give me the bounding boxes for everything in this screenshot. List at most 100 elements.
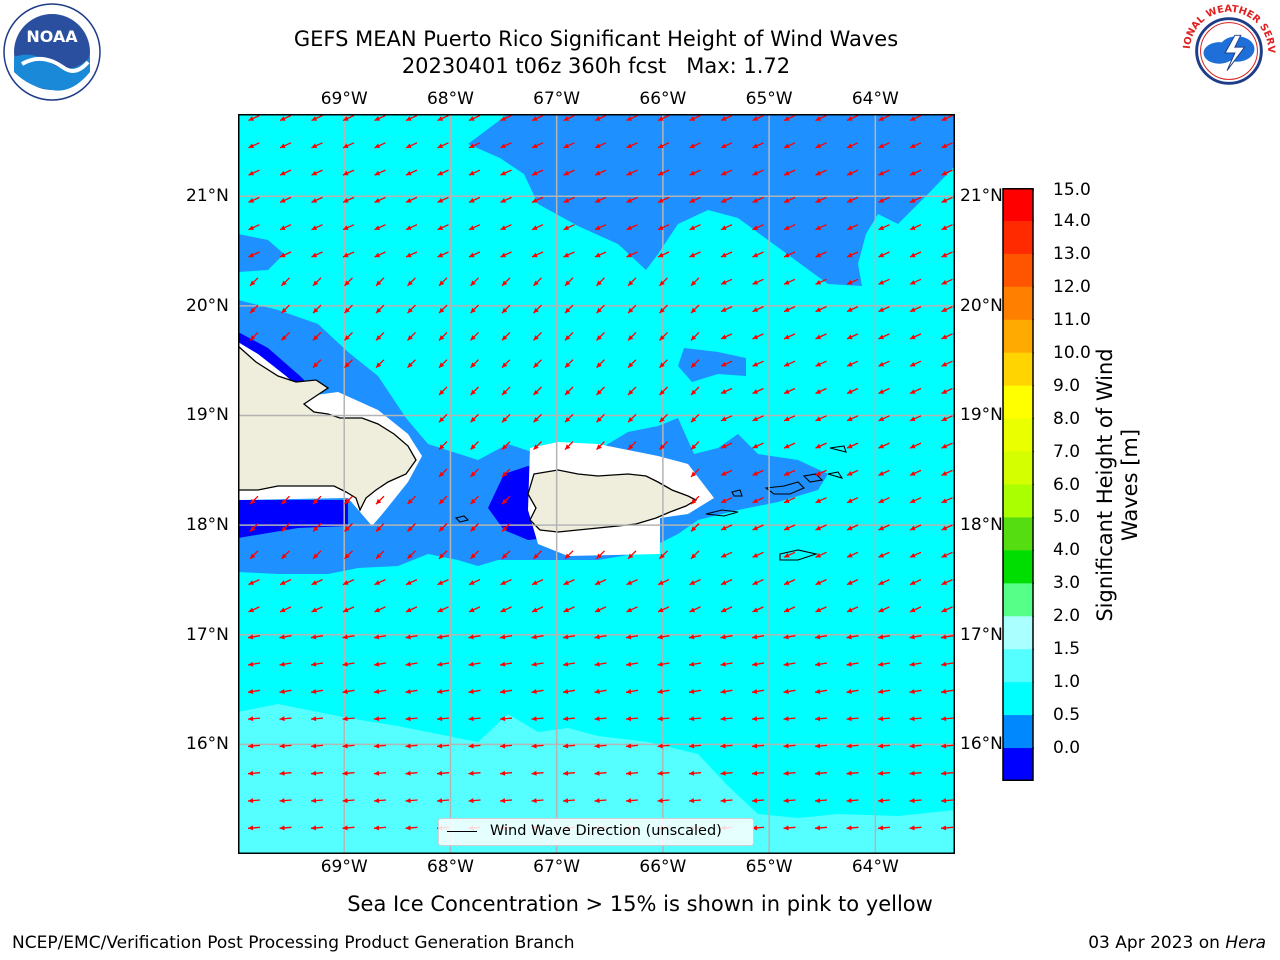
wave-direction-arrow (720, 306, 733, 313)
wave-direction-arrow (499, 634, 513, 640)
wave-direction-arrow (499, 798, 513, 804)
wave-direction-arrow (468, 689, 481, 694)
wave-direction-arrow (783, 224, 796, 231)
wave-direction-arrow (501, 359, 511, 369)
wave-direction-arrow (657, 743, 670, 749)
wave-direction-arrow (310, 798, 324, 804)
map-title: GEFS MEAN Puerto Rico Significant Height… (293, 27, 899, 51)
wave-direction-arrow (878, 360, 890, 367)
land-sombrero (829, 445, 847, 453)
wave-direction-arrow (437, 169, 449, 176)
wave-direction-arrow (815, 196, 827, 203)
wave-direction-arrow (562, 798, 576, 804)
wave-direction-arrow (625, 743, 639, 749)
wave-direction-arrow (405, 251, 418, 258)
wave-direction-arrow (407, 331, 416, 341)
wave-direction-arrow (626, 114, 638, 122)
wave-direction-arrow (657, 196, 670, 203)
wave-direction-arrow (311, 169, 323, 176)
wave-direction-arrow (501, 331, 511, 341)
wave-direction-arrow (878, 415, 890, 422)
wave-direction-arrow (657, 634, 670, 640)
wave-direction-arrow (594, 169, 607, 176)
lat-label-left: 19°N (186, 405, 229, 426)
wave-direction-arrow (625, 689, 639, 694)
wave-direction-arrow (468, 142, 481, 149)
wave-direction-arrow (405, 606, 418, 613)
map-gridlines (238, 114, 955, 854)
wave-direction-arrow (846, 415, 859, 422)
wave-direction-arrow (720, 442, 733, 449)
colorbar-tick-label: 9.0 (1053, 375, 1081, 396)
wave-direction-arrow (815, 169, 827, 176)
wave-direction-arrow (312, 331, 322, 341)
wave-direction-arrow (720, 278, 733, 285)
wave-direction-arrow (846, 661, 859, 667)
wave-direction-arrow (846, 360, 859, 367)
wave-direction-arrow (310, 716, 324, 722)
wave-direction-arrow (688, 661, 702, 667)
wave-direction-arrow (752, 333, 764, 340)
wave-direction-arrow (405, 743, 418, 749)
wave-direction-arrow (752, 114, 764, 122)
wave-direction-arrow (342, 579, 355, 586)
colorbar-segment (1003, 517, 1033, 551)
wave-direction-arrow (941, 469, 953, 476)
wave-direction-arrow (531, 798, 544, 804)
wave-direction-arrow (909, 278, 922, 285)
wave-direction-arrow (878, 442, 890, 449)
land-mona (454, 515, 470, 523)
wave-direction-arrow (752, 497, 764, 504)
wave-direction-arrow (405, 224, 418, 231)
wave-direction-arrow (501, 441, 511, 451)
wave-direction-arrow (909, 469, 922, 476)
wave-direction-arrow (783, 551, 796, 558)
wave-direction-arrow (689, 251, 701, 258)
wave-direction-arrow (846, 825, 859, 831)
lon-label-top: 66°W (639, 89, 687, 109)
wave-direction-arrow (751, 743, 765, 749)
wave-direction-arrow (531, 196, 544, 203)
wave-direction-arrow (815, 579, 827, 586)
wave-direction-arrow (342, 196, 355, 203)
wave-direction-arrow (342, 716, 355, 722)
wave-direction-arrow (783, 770, 796, 776)
wave-direction-arrow (846, 524, 859, 531)
wave-direction-arrow (344, 331, 353, 341)
wave-direction-arrow (752, 551, 764, 558)
wave-direction-arrow (688, 716, 702, 722)
wave-direction-arrow (689, 114, 701, 122)
wave-direction-arrow (689, 142, 701, 149)
wave-direction-arrow (500, 579, 512, 586)
wave-direction-arrow (688, 770, 702, 776)
wave-direction-arrow (878, 224, 890, 231)
wave-direction-arrow (500, 169, 512, 176)
wave-direction-arrow (311, 579, 323, 586)
wave-direction-arrow (941, 278, 953, 285)
wave-direction-arrow (689, 169, 701, 176)
wave-direction-arrow (720, 169, 733, 176)
wave-direction-arrow (815, 360, 827, 367)
lon-label-top: 69°W (320, 89, 368, 109)
wave-direction-arrow (594, 661, 607, 667)
wave-direction-arrow (846, 142, 859, 149)
wave-direction-arrow (279, 716, 292, 722)
wave-direction-arrow (468, 196, 481, 203)
wave-direction-arrow (814, 689, 828, 694)
wave-direction-arrow (436, 716, 450, 722)
colorbar (1002, 188, 1034, 781)
wave-direction-arrow (846, 798, 859, 804)
wave-direction-arrow (247, 770, 261, 776)
wave-direction-arrow (846, 579, 859, 586)
wave-direction-arrow (815, 251, 827, 258)
wave-direction-arrow (941, 497, 953, 504)
wave-direction-arrow (720, 606, 733, 613)
colorbar-tick-label: 12.0 (1053, 276, 1091, 297)
wave-direction-arrow (846, 716, 859, 722)
wave-direction-arrow (846, 169, 859, 176)
wave-direction-arrow (279, 689, 292, 694)
wave-direction-arrow (594, 114, 607, 122)
wave-direction-arrow (563, 114, 575, 122)
wave-direction-arrow (625, 716, 639, 722)
wave-direction-arrow (531, 251, 544, 258)
